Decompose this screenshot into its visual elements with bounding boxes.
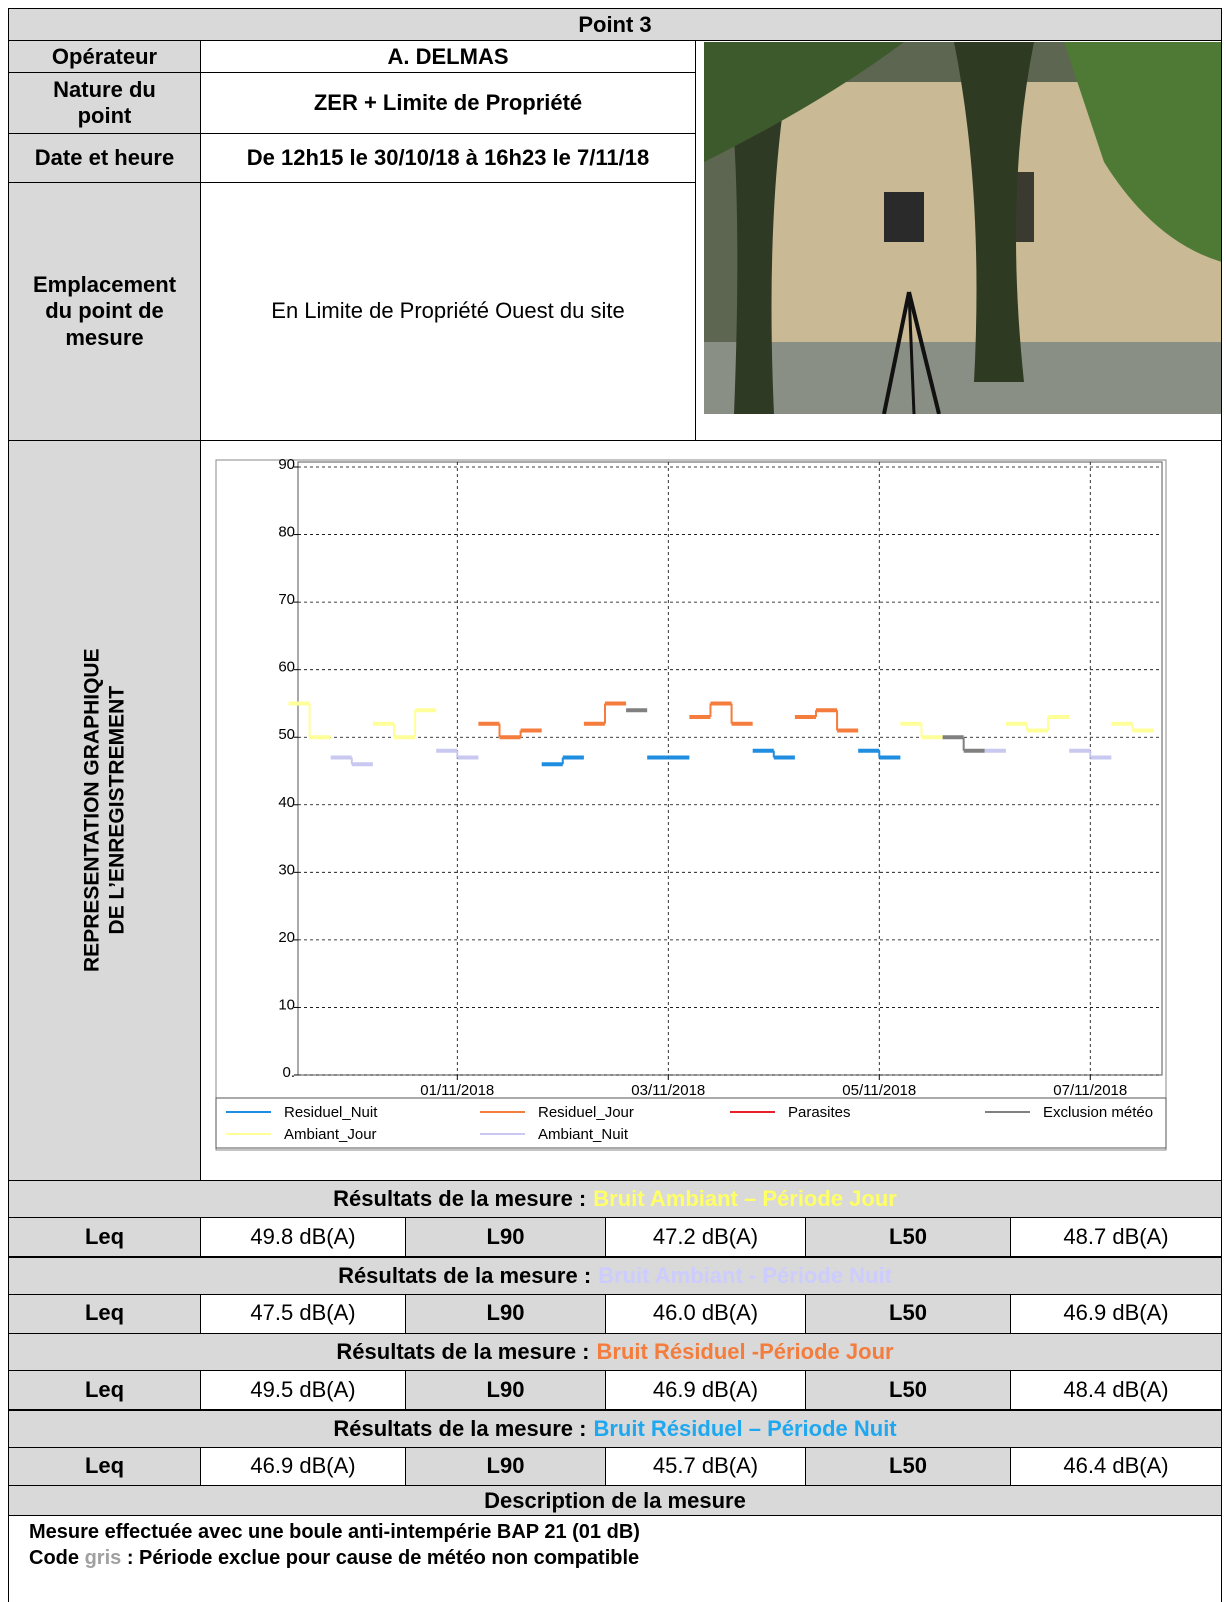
section-header: Résultats de la mesure : Bruit Ambiant – …	[8, 1180, 1222, 1219]
y-tick-label: 20	[278, 929, 295, 946]
value: ZER + Limite de Propriété	[200, 72, 696, 134]
section-header: Résultats de la mesure : Bruit Ambiant - …	[8, 1256, 1222, 1296]
metric-value: 46.0 dB(A)	[605, 1293, 806, 1334]
y-tick-label: 80	[278, 524, 295, 541]
x-tick-label: 01/11/2018	[420, 1082, 494, 1099]
x-tick-label: 03/11/2018	[631, 1082, 705, 1099]
value: De 12h15 le 30/10/18 à 16h23 le 7/11/18	[200, 133, 696, 183]
graph-label-cell: REPRESENTATION GRAPHIQUE DE L’ENREGISTRE…	[8, 440, 201, 1181]
metric-value: 45.7 dB(A)	[605, 1446, 806, 1487]
legend-label: Ambiant_Nuit	[538, 1126, 629, 1143]
y-tick-label: 40	[278, 794, 295, 811]
legend-label: Parasites	[788, 1104, 851, 1121]
metric-value: 47.2 dB(A)	[605, 1217, 806, 1257]
legend-label: Residuel_Jour	[538, 1104, 634, 1121]
metric-label: L90	[405, 1446, 606, 1487]
metric-value: 46.9 dB(A)	[200, 1446, 406, 1487]
metric-value: 48.4 dB(A)	[1010, 1370, 1222, 1410]
section-prefix: Résultats de la mesure :	[333, 1186, 587, 1212]
description-title: Description de la mesure	[8, 1485, 1222, 1517]
metric-value: 47.5 dB(A)	[200, 1293, 406, 1334]
text: : Période exclue pour cause de météo non…	[126, 1547, 640, 1569]
metric-value: 46.9 dB(A)	[1010, 1293, 1222, 1334]
metric-label: L90	[405, 1293, 606, 1334]
description: Mesure effectuée avec une boule anti-int…	[8, 1515, 1222, 1602]
description-line: Mesure effectuée avec une boule anti-int…	[29, 1521, 640, 1543]
legend-label: Ambiant_Jour	[284, 1126, 377, 1143]
section-prefix: Résultats de la mesure :	[338, 1262, 592, 1288]
description-line: Code gris : Période exclue pour cause de…	[29, 1546, 1221, 1570]
metric-label: L50	[805, 1293, 1011, 1334]
legend-label: Residuel_Nuit	[284, 1104, 378, 1121]
value: A. DELMAS	[200, 40, 696, 74]
section-prefix: Résultats de la mesure :	[333, 1415, 587, 1441]
section-highlight: Bruit Résiduel -Période Jour	[596, 1339, 894, 1365]
section-prefix: Résultats de la mesure :	[336, 1339, 590, 1365]
section-header: Résultats de la mesure : Bruit Résiduel -…	[8, 1333, 1222, 1372]
photo-cell	[695, 40, 1222, 441]
metric-label: L50	[805, 1446, 1011, 1487]
section-highlight: Bruit Ambiant - Période Nuit	[598, 1262, 892, 1288]
metric-label: L90	[405, 1217, 606, 1257]
x-tick-label: 05/11/2018	[842, 1082, 916, 1099]
y-tick-label: 30	[278, 861, 295, 878]
legend-box	[215, 1097, 1167, 1149]
metric-value: 46.9 dB(A)	[605, 1370, 806, 1410]
y-tick-label: 0.	[282, 1064, 295, 1081]
label: Date et heure	[8, 133, 201, 183]
metric-value: 49.8 dB(A)	[200, 1217, 406, 1257]
metric-label: L50	[805, 1217, 1011, 1257]
label: Emplacement du point de mesure	[8, 182, 201, 441]
y-tick-label: 10	[278, 996, 295, 1013]
section-highlight: Bruit Ambiant – Période Jour	[593, 1186, 897, 1212]
section-highlight: Bruit Résiduel – Période Nuit	[593, 1415, 897, 1441]
metric-label: Leq	[8, 1370, 201, 1410]
code-word: gris	[84, 1547, 122, 1569]
photo	[704, 42, 1221, 414]
plot-area	[297, 461, 1163, 1076]
metric-label: Leq	[8, 1446, 201, 1487]
y-tick-label: 60	[278, 659, 295, 676]
metric-label: L90	[405, 1370, 606, 1410]
y-tick-label: 50	[278, 726, 295, 743]
section-header: Résultats de la mesure : Bruit Résiduel –…	[8, 1409, 1222, 1449]
metric-value: 49.5 dB(A)	[200, 1370, 406, 1410]
value: En Limite de Propriété Ouest du site	[200, 182, 696, 441]
metric-label: L50	[805, 1370, 1011, 1410]
y-tick-label: 70	[278, 591, 295, 608]
text: Code	[29, 1547, 79, 1569]
y-tick-label: 90	[278, 456, 295, 473]
title: Point 3	[8, 8, 1222, 42]
legend-label: Exclusion météo	[1043, 1104, 1153, 1121]
label: Nature du point	[8, 72, 201, 134]
metric-value: 46.4 dB(A)	[1010, 1446, 1222, 1487]
metric-value: 48.7 dB(A)	[1010, 1217, 1222, 1257]
x-tick-label: 07/11/2018	[1053, 1082, 1127, 1099]
chart: 0. 10 20 30 40 50 60 70 80 90 01/11/2018 03/11/2018…	[215, 456, 1167, 1151]
metric-label: Leq	[8, 1217, 201, 1257]
metric-label: Leq	[8, 1293, 201, 1334]
